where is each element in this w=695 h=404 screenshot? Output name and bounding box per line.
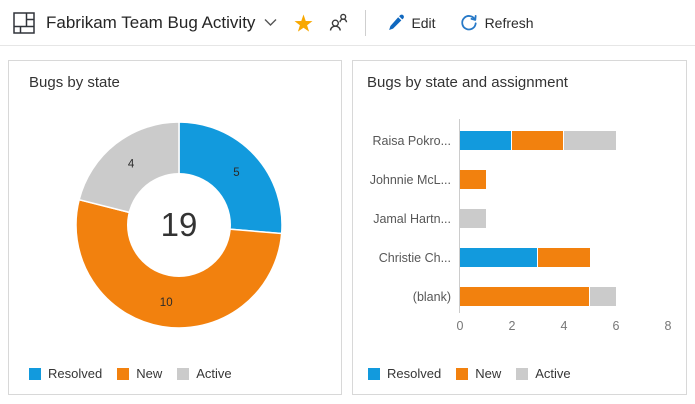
legend-swatch	[177, 367, 190, 380]
legend-label: Resolved	[48, 366, 103, 381]
header-divider	[365, 9, 367, 36]
legend-label: Resolved	[387, 366, 442, 381]
edit-button[interactable]: Edit	[381, 10, 441, 35]
legend-item-resolved: Resolved	[29, 366, 102, 381]
bar-track	[460, 248, 669, 267]
bar-rows: Raisa Pokro... Johnnie McL... Jamal Hartn.…	[368, 121, 671, 316]
team-people-icon	[328, 12, 349, 33]
widget-bugs-by-state-and-assignment: Bugs by state and assignment Raisa Pokro…	[352, 60, 687, 395]
slice-value-label: 5	[233, 167, 239, 179]
bar-category-label: Raisa Pokro...	[372, 133, 451, 148]
bar-segment-resolved[interactable]	[460, 248, 538, 267]
team-members-button[interactable]	[328, 12, 349, 33]
bar-category-label: Johnnie McL...	[369, 172, 451, 187]
bar-track	[460, 209, 669, 228]
edit-button-label: Edit	[411, 14, 436, 31]
legend: Resolved New Active	[29, 366, 247, 381]
bar-segment-new[interactable]	[460, 170, 486, 189]
bar-category-label: Christie Ch...	[378, 250, 451, 265]
refresh-icon	[460, 14, 478, 32]
legend-label: New	[475, 366, 502, 381]
bar-segment-new[interactable]	[512, 131, 564, 150]
legend-item-resolved: Resolved	[368, 366, 441, 381]
dashboard-title: Fabrikam Team Bug Activity	[46, 12, 256, 32]
bar-row[interactable]: Christie Ch...	[368, 238, 671, 277]
pencil-icon	[387, 14, 405, 31]
x-axis-tick: 8	[664, 319, 672, 333]
x-axis-tick: 2	[508, 319, 516, 333]
bar-track	[460, 170, 669, 189]
donut-chart[interactable]: 5 10 4 19	[59, 105, 299, 345]
legend-swatch	[456, 367, 469, 380]
x-axis-ticks: 0 2 4 6 8	[457, 319, 672, 335]
legend-swatch	[29, 367, 41, 380]
bar-segment-new[interactable]	[538, 248, 590, 267]
refresh-button-label: Refresh	[484, 14, 534, 31]
widget-title: Bugs by state and assignment	[367, 74, 568, 91]
legend-swatch	[368, 367, 380, 380]
legend-label: New	[136, 366, 163, 381]
x-axis-tick: 4	[560, 319, 568, 333]
favorite-star-button[interactable]	[294, 14, 313, 32]
legend-label: Active	[196, 366, 232, 381]
widget-title: Bugs by state	[29, 74, 120, 91]
bar-segment-active[interactable]	[460, 209, 486, 228]
x-axis-tick: 6	[612, 319, 620, 333]
legend-swatch	[516, 367, 529, 380]
legend-item-active: Active	[516, 366, 571, 381]
bar-row[interactable]: Raisa Pokro...	[368, 121, 671, 160]
bar-segment-new[interactable]	[460, 287, 590, 306]
bar-category-label: Jamal Hartn...	[373, 211, 451, 226]
dashboard-header: Fabrikam Team Bug Activity E	[0, 0, 695, 46]
x-axis-tick: 0	[456, 319, 464, 333]
bar-track	[460, 287, 669, 306]
bar-segment-active[interactable]	[590, 287, 616, 306]
donut-hole	[127, 173, 231, 277]
bar-row[interactable]: Johnnie McL...	[368, 160, 671, 199]
bar-row[interactable]: Jamal Hartn...	[368, 199, 671, 238]
bar-row[interactable]: (blank)	[368, 277, 671, 316]
widget-bugs-by-state: Bugs by state 5 10 4 19 Resolved New Active	[8, 60, 342, 395]
bar-segment-resolved[interactable]	[460, 131, 512, 150]
dashboard-selector[interactable]: Fabrikam Team Bug Activity	[35, 13, 277, 33]
legend-item-new: New	[456, 366, 501, 381]
refresh-button[interactable]: Refresh	[454, 10, 540, 36]
slice-value-label: 10	[160, 297, 173, 309]
chevron-down-icon	[264, 18, 277, 27]
bar-track	[460, 131, 669, 150]
legend-item-active: Active	[177, 366, 232, 381]
legend-label: Active	[535, 366, 571, 381]
donut-svg[interactable]: 5 10 4	[59, 105, 299, 345]
legend-item-new: New	[117, 366, 162, 381]
y-axis-line	[459, 119, 460, 313]
bar-category-label: (blank)	[412, 289, 451, 304]
dashboard-grid-icon	[13, 11, 35, 34]
star-icon	[294, 14, 313, 32]
legend: Resolved New Active	[368, 366, 586, 381]
bar-segment-active[interactable]	[564, 131, 616, 150]
slice-value-label: 4	[128, 158, 135, 170]
legend-swatch	[117, 367, 130, 380]
